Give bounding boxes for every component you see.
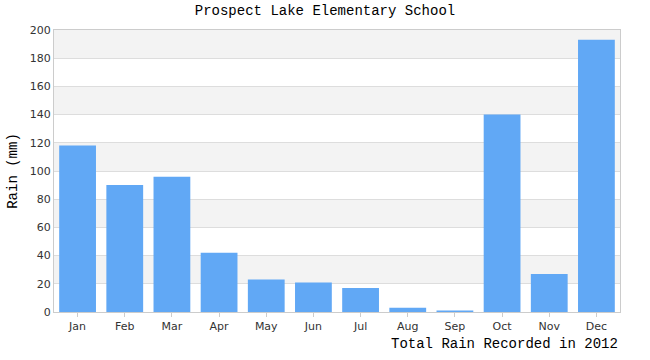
svg-text:Aug: Aug	[397, 320, 418, 333]
svg-text:Mar: Mar	[162, 320, 183, 333]
svg-text:Apr: Apr	[210, 320, 230, 333]
svg-text:20: 20	[37, 278, 51, 291]
svg-text:Jun: Jun	[304, 320, 322, 333]
svg-text:Dec: Dec	[586, 320, 607, 333]
svg-text:May: May	[255, 320, 278, 333]
svg-text:Total Rain Recorded in 2012: Total Rain Recorded in 2012	[391, 336, 618, 352]
svg-text:40: 40	[37, 249, 51, 262]
svg-text:Oct: Oct	[493, 320, 513, 333]
svg-text:120: 120	[30, 137, 51, 150]
svg-text:140: 140	[30, 108, 51, 121]
svg-text:160: 160	[30, 80, 51, 93]
svg-text:Feb: Feb	[115, 320, 134, 333]
svg-text:100: 100	[30, 165, 51, 178]
svg-text:180: 180	[30, 52, 51, 65]
svg-text:Rain (mm): Rain (mm)	[5, 133, 21, 209]
svg-text:Jul: Jul	[353, 320, 367, 333]
svg-text:200: 200	[30, 24, 51, 37]
svg-text:Jan: Jan	[68, 320, 86, 333]
svg-text:0: 0	[44, 306, 51, 319]
svg-text:80: 80	[37, 193, 51, 206]
svg-text:Prospect Lake Elementary Schoo: Prospect Lake Elementary School	[195, 3, 455, 19]
svg-text:Nov: Nov	[539, 320, 561, 333]
svg-text:60: 60	[37, 221, 51, 234]
svg-text:Sep: Sep	[445, 320, 466, 333]
